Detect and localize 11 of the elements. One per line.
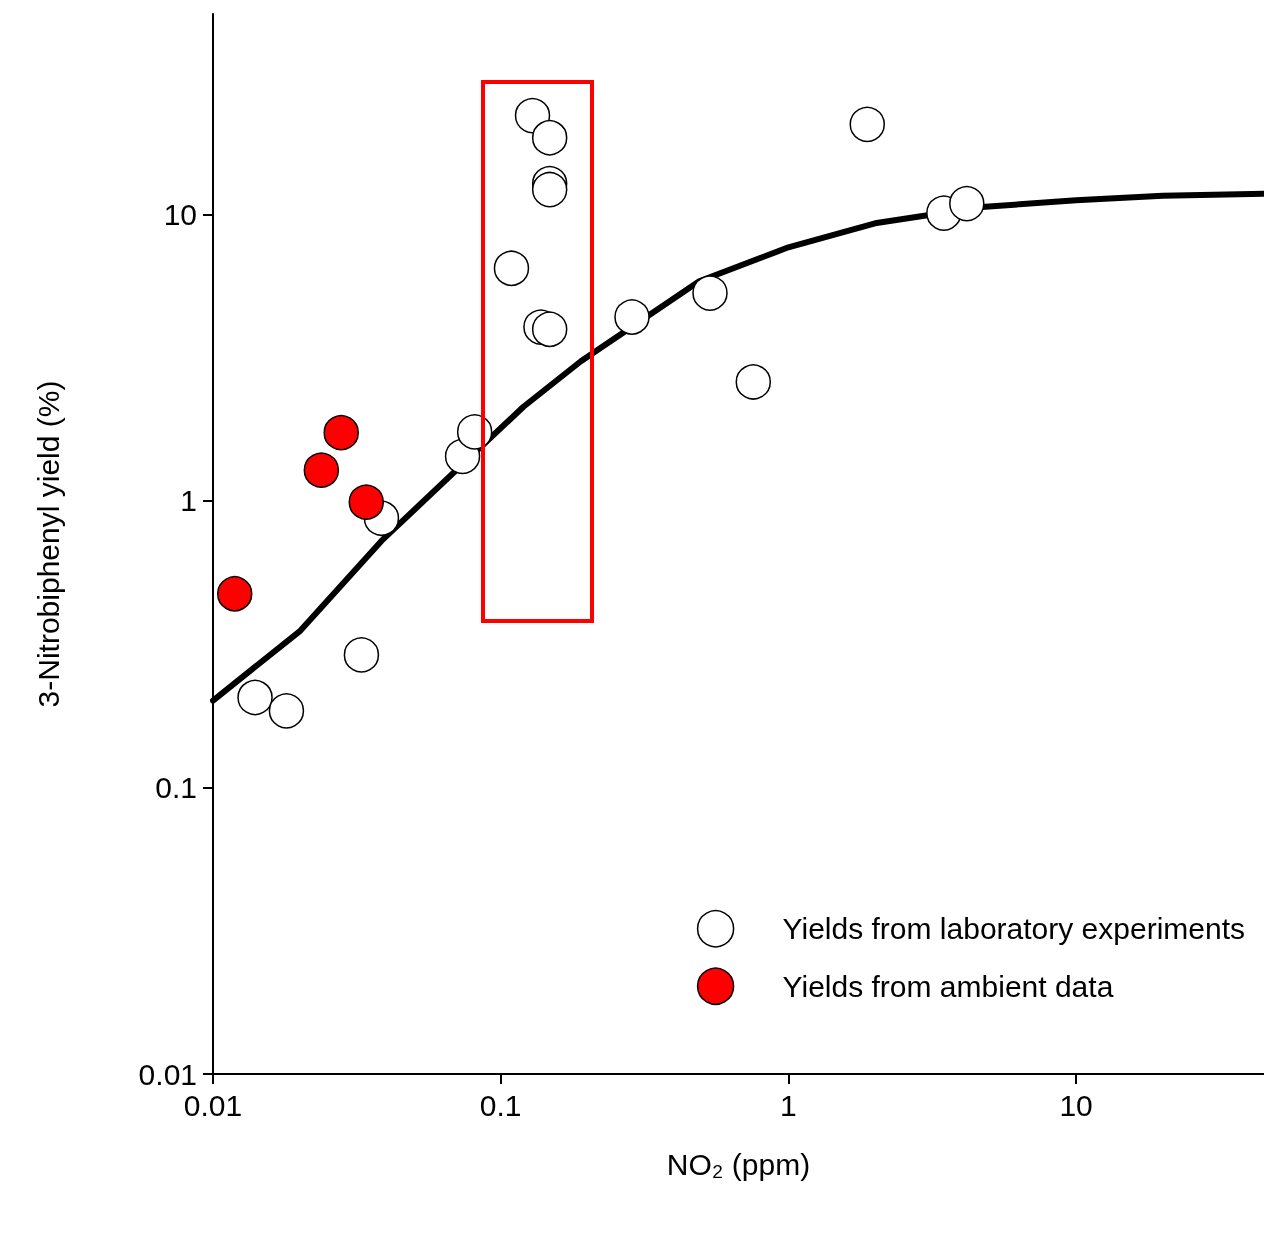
y-tick-label: 0.1: [155, 770, 197, 804]
x-axis-title: NO₂ (ppm): [666, 1147, 811, 1181]
legend-label: Yields from laboratory experiments: [782, 912, 1246, 946]
x-tick-label: 0.1: [479, 1088, 522, 1122]
x-tick-label: 1: [780, 1088, 797, 1122]
legend-label: Yields from ambient data: [782, 969, 1114, 1003]
y-tick-label: 1: [180, 484, 197, 518]
y-tick-label: 10: [163, 197, 197, 231]
x-tick-label: 10: [1059, 1088, 1093, 1122]
y-tick-label: 0.01: [138, 1057, 197, 1091]
y-axis-title: 3-Nitrobiphenyl yield (%): [31, 380, 65, 708]
